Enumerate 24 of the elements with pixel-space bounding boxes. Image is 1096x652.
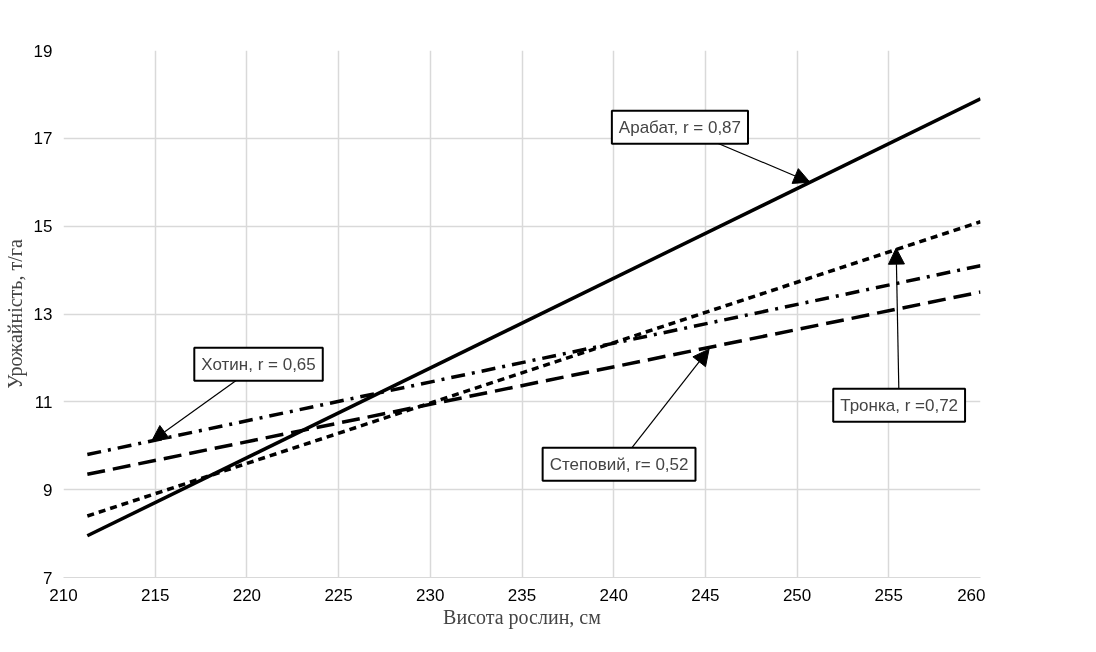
y-tick-label: 19 bbox=[33, 41, 53, 61]
x-tick-label: 235 bbox=[507, 585, 537, 605]
y-tick-label: 7 bbox=[43, 568, 53, 588]
x-tick-label: 215 bbox=[141, 585, 170, 605]
x-tick-label: 260 bbox=[957, 585, 986, 605]
x-tick-label: 210 bbox=[49, 585, 78, 605]
x-tick-label: 245 bbox=[691, 585, 720, 605]
annotation: Тронка, r =0,72 bbox=[840, 395, 959, 415]
x-tick-label: 220 bbox=[232, 585, 262, 605]
x-tick-label: 230 bbox=[416, 585, 445, 605]
x-axis-title: Висота рослин, см bbox=[443, 605, 602, 629]
x-tick-label: 240 bbox=[599, 585, 628, 605]
annotation: Арабат, r = 0,87 bbox=[618, 117, 742, 137]
y-tick-label: 9 bbox=[43, 480, 53, 500]
y-axis-title: Урожайність, т/га bbox=[3, 239, 27, 389]
annotation: Хотин, r = 0,65 bbox=[201, 354, 316, 374]
annotation: Степовий, r= 0,52 bbox=[549, 454, 689, 474]
y-tick-label: 13 bbox=[33, 305, 53, 324]
y-tick-label: 17 bbox=[33, 129, 53, 149]
y-tick-label: 11 bbox=[34, 392, 53, 412]
x-tick-label: 225 bbox=[324, 585, 353, 605]
x-tick-label: 255 bbox=[874, 585, 903, 605]
y-tick-label: 15 bbox=[33, 217, 53, 237]
x-tick-label: 250 bbox=[782, 585, 812, 605]
